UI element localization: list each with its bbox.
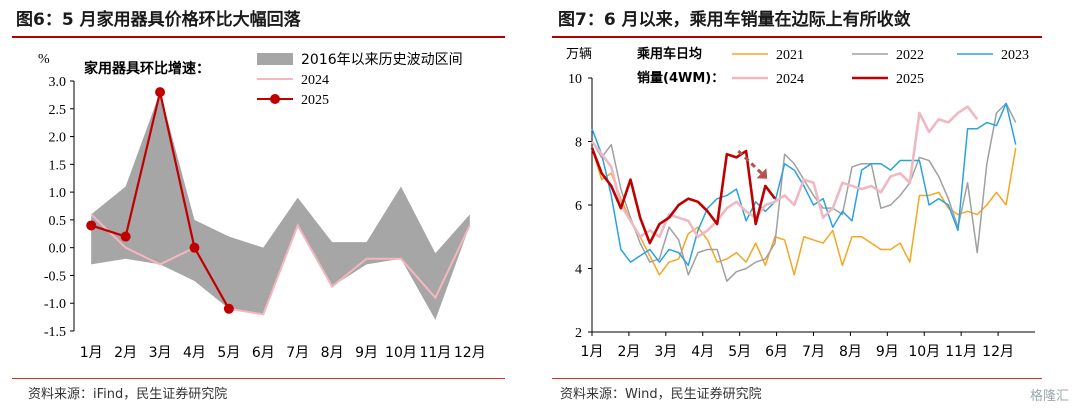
left-x-tick-label: 7月 — [286, 345, 309, 361]
right-chart-title: 图7：6 月以来，乘用车销量在边际上有所收敛 — [558, 10, 911, 30]
left-source: 资料来源：iFind，民生证券研究院 — [28, 387, 228, 402]
right-x-tick-label: 5月 — [728, 344, 751, 360]
left-x-tick-label: 11月 — [419, 345, 451, 361]
left-series-2025-point — [120, 231, 131, 242]
right-series-2024-line — [590, 105, 979, 239]
left-series-2025-point — [223, 303, 234, 314]
left-y-tick-label: -0.5 — [44, 269, 66, 284]
left-y-tick-label: 3.0 — [49, 75, 67, 90]
left-chart-label: 家用器具环比增速： — [84, 60, 210, 77]
right-y-tick-label: 2 — [575, 326, 582, 341]
legend-2024-label: 2024 — [776, 72, 804, 87]
left-y-tick-label: 1.0 — [49, 186, 67, 201]
left-title-rule — [12, 36, 505, 38]
right-y-unit: 万辆 — [566, 47, 592, 62]
left-series-2025-point — [155, 87, 166, 98]
right-x-tick-label: 8月 — [839, 344, 862, 360]
left-x-tick-label: 10月 — [385, 345, 417, 361]
right-chart: 10 8 6 4 2 万辆 1月 2月 3月 4月 5月 6月 7月 8月 9月 10月 11月 12月 乘用车日均… — [566, 46, 1035, 360]
legend-2022-label: 2022 — [896, 48, 924, 63]
right-x-tick-label: 1月 — [581, 344, 604, 360]
right-x-tick-label: 6月 — [765, 344, 788, 360]
right-x-tick-label: 9月 — [876, 344, 899, 360]
right-series-2023-line — [591, 102, 1017, 267]
right-chart-label-line2: 销量(4WM)： — [637, 70, 724, 86]
left-y-tick-label: 0.5 — [49, 214, 67, 229]
right-chart-label-line1: 乘用车日均 — [636, 46, 702, 62]
left-series-2025-point — [189, 242, 200, 253]
legend-band-label: 2016年以来历史波动区间 — [301, 52, 463, 68]
left-x-tick-label: 9月 — [355, 345, 378, 361]
right-x-tick-label: 11月 — [945, 344, 977, 360]
right-x-tick-label: 12月 — [982, 344, 1014, 360]
left-source-rule — [12, 378, 505, 379]
left-band-area — [91, 92, 470, 320]
legend-2025-marker — [270, 94, 280, 104]
left-y-unit: % — [38, 52, 50, 67]
right-y-tick-label: 10 — [568, 72, 582, 87]
legend-2024-label: 2024 — [301, 73, 329, 88]
left-x-tick-label: 8月 — [321, 345, 344, 361]
right-x-tick-label: 3月 — [654, 344, 677, 360]
right-series-2025-line — [590, 147, 777, 245]
right-x-tick-label: 2月 — [617, 344, 640, 360]
trend-arrow-head — [756, 168, 768, 179]
left-x-tick-label: 3月 — [149, 345, 172, 361]
left-y-tick-label: 0.0 — [49, 242, 67, 257]
right-y-tick-label: 6 — [575, 199, 582, 214]
left-y-tick-label: -1.0 — [44, 297, 66, 312]
right-series-2022-line — [591, 102, 1017, 282]
trend-arrow-shaft — [737, 149, 763, 175]
right-title-rule — [552, 36, 1042, 38]
right-x-tick-label: 7月 — [802, 344, 825, 360]
left-y-tick-label: 1.5 — [49, 158, 67, 173]
left-chart: 3.0 2.5 2.0 1.5 1.0 0.5 0.0 -0.5 -1.0 -1.5% 1月 2月 3月… — [38, 52, 486, 361]
left-x-tick-label: 1月 — [80, 345, 103, 361]
left-series-2024-line — [90, 213, 471, 316]
legend-2021-label: 2021 — [776, 48, 804, 63]
left-x-tick-label: 4月 — [183, 345, 206, 361]
legend-band-swatch — [257, 53, 293, 65]
left-chart-title: 图6：5 月家用器具价格环比大幅回落 — [16, 10, 301, 30]
right-x-tick-label: 4月 — [691, 344, 714, 360]
left-x-tick-label: 6月 — [252, 345, 275, 361]
watermark-logo: 格隆汇 — [1029, 389, 1069, 404]
right-source-rule — [552, 378, 1042, 379]
legend-2023-label: 2023 — [1001, 48, 1029, 63]
left-x-tick-label: 12月 — [454, 345, 486, 361]
left-y-tick-label: -1.5 — [44, 325, 66, 340]
left-x-tick-label: 5月 — [217, 345, 240, 361]
right-y-tick-label: 8 — [575, 136, 582, 151]
legend-2025-label: 2025 — [896, 72, 924, 87]
legend-2025-label: 2025 — [301, 93, 329, 108]
left-y-tick-label: 2.0 — [49, 131, 67, 146]
left-y-tick-label: 2.5 — [49, 103, 67, 118]
right-source: 资料来源：Wind，民生证券研究院 — [560, 387, 762, 402]
left-x-tick-label: 2月 — [114, 345, 137, 361]
right-y-tick-label: 4 — [575, 263, 582, 278]
right-x-tick-label: 10月 — [908, 344, 940, 360]
left-series-2025-point — [86, 220, 97, 231]
